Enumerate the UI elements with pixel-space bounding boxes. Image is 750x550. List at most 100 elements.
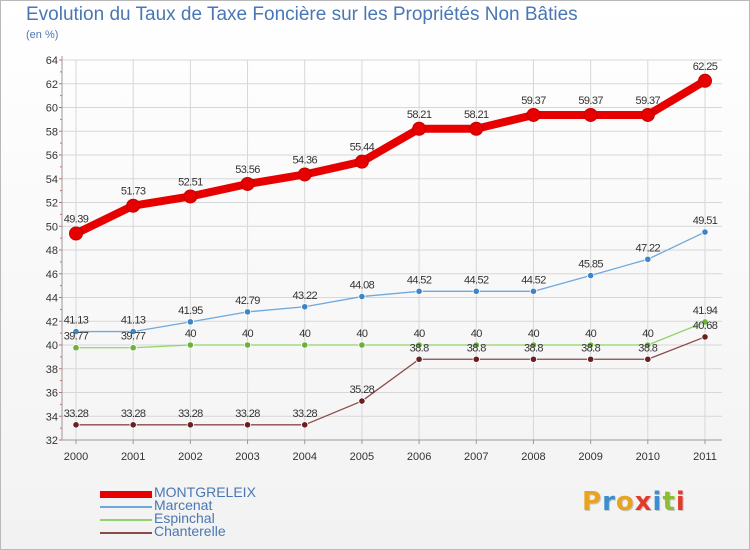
- logo-letter: x: [634, 487, 653, 517]
- data-point: [701, 228, 709, 236]
- data-point: [243, 308, 252, 316]
- data-point: [354, 154, 369, 169]
- data-label: 44.52: [521, 274, 546, 286]
- data-label: 40: [471, 328, 483, 340]
- legend-label: Chanterelle: [154, 523, 226, 539]
- data-label: 58.21: [464, 109, 489, 121]
- data-label: 59.37: [636, 95, 661, 107]
- y-tick-label: 52: [46, 198, 58, 210]
- y-tick-label: 42: [46, 316, 58, 328]
- data-point: [701, 333, 709, 341]
- y-tick-label: 50: [46, 221, 58, 233]
- data-point: [126, 198, 141, 213]
- proxiti-logo: Proxiti: [582, 487, 686, 517]
- data-point: [72, 421, 80, 429]
- logo-letter: r: [602, 487, 616, 517]
- series-line-chanterelle: [75, 336, 706, 426]
- data-point: [644, 355, 652, 363]
- y-tick-label: 48: [46, 245, 58, 257]
- data-label: 45.85: [578, 259, 603, 271]
- x-tick-label: 2011: [693, 451, 717, 463]
- data-point: [301, 421, 309, 429]
- data-label: 33.28: [121, 408, 146, 420]
- x-tick-label: 2001: [121, 451, 145, 463]
- series-line-marcenat: [75, 231, 706, 333]
- x-tick-label: 2005: [350, 451, 374, 463]
- y-tick-label: 64: [46, 55, 58, 67]
- logo-letter: i: [652, 487, 663, 517]
- data-point: [415, 341, 423, 349]
- data-point: [69, 226, 83, 241]
- data-point: [472, 355, 480, 363]
- chart-subtitle: (en %): [26, 29, 59, 41]
- data-label: 40: [185, 328, 197, 340]
- data-label: 41.94: [693, 305, 718, 317]
- data-label: 33.28: [64, 408, 89, 420]
- y-tick-label: 56: [46, 150, 58, 162]
- x-tick-label: 2009: [578, 451, 602, 463]
- x-tick-label: 2004: [292, 451, 316, 463]
- data-point: [301, 341, 309, 349]
- y-tick-label: 46: [46, 269, 58, 281]
- data-point: [186, 341, 194, 349]
- y-tick-label: 34: [46, 411, 58, 423]
- y-tick-label: 38: [46, 364, 58, 376]
- data-point: [644, 255, 652, 263]
- data-label: 44.52: [407, 274, 432, 286]
- data-label: 40: [414, 328, 426, 340]
- data-point: [701, 318, 709, 326]
- legend-label: Espinchal: [154, 510, 215, 526]
- data-point: [297, 167, 312, 182]
- y-tick-label: 60: [46, 103, 58, 115]
- data-point: [526, 107, 541, 122]
- data-point: [644, 341, 652, 349]
- data-label: 38.8: [524, 342, 543, 354]
- data-label: 59.37: [521, 95, 546, 107]
- data-point: [529, 341, 538, 349]
- data-label: 41.13: [64, 315, 89, 327]
- data-point: [129, 344, 137, 352]
- data-point: [587, 271, 595, 280]
- data-label: 43.22: [292, 290, 317, 302]
- data-point: [129, 421, 137, 429]
- data-label: 35.28: [350, 384, 375, 396]
- x-tick-label: 2003: [235, 451, 259, 463]
- data-label: 58.21: [407, 109, 432, 121]
- data-point: [186, 318, 194, 326]
- logo-letter: i: [675, 487, 686, 517]
- data-label: 49.39: [64, 213, 89, 225]
- data-point: [640, 107, 655, 122]
- data-point: [529, 287, 538, 295]
- data-point: [587, 341, 595, 349]
- data-point: [243, 341, 252, 349]
- series-line-montgreleix: [72, 76, 709, 238]
- x-tick-label: 2006: [407, 451, 431, 463]
- legend-label: Marcenat: [154, 497, 213, 513]
- data-point: [529, 355, 538, 363]
- data-label: 38.8: [581, 342, 600, 354]
- data-label: 33.28: [292, 408, 317, 420]
- y-tick-label: 62: [46, 79, 58, 91]
- legend-swatch: [100, 532, 152, 534]
- data-label: 44.08: [350, 280, 375, 292]
- logo-letter: o: [615, 487, 635, 517]
- data-point: [358, 397, 366, 405]
- data-point: [698, 73, 712, 88]
- data-label: 52.51: [178, 176, 203, 188]
- legend-swatch: [100, 491, 152, 498]
- legend-swatch: [100, 519, 152, 521]
- y-tick-label: 54: [46, 174, 58, 186]
- axes: 32 34 36 38 40 42 44 46 48 50 52 54 56 58 60 62 64 2000 20…: [46, 55, 722, 463]
- y-tick-label: 36: [46, 388, 58, 400]
- data-point: [240, 176, 255, 191]
- data-point: [358, 292, 366, 301]
- data-label: 38.8: [467, 342, 486, 354]
- series-layer: [69, 73, 712, 429]
- data-label: 41.95: [178, 305, 203, 317]
- data-point: [415, 287, 423, 295]
- data-label: 40: [642, 328, 654, 340]
- x-tick-label: 2008: [521, 451, 545, 463]
- data-label: 39.77: [121, 331, 146, 343]
- data-label: 40: [299, 328, 311, 340]
